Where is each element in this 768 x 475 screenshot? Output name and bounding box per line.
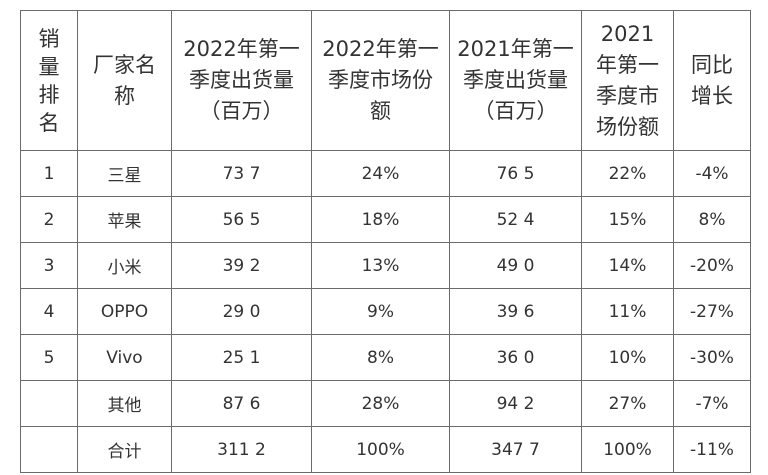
- cell-q1-2021-share: 14%: [581, 242, 674, 289]
- header-q1-2021-share: 2021年第一季度市场份额: [581, 10, 674, 151]
- cell-q1-2022-share: 28%: [311, 380, 450, 427]
- table-row: 3 小米 39 2 13% 49 0 14% -20%: [20, 242, 751, 289]
- cell-yoy-growth: -4%: [673, 150, 751, 197]
- cell-q1-2021-shipments: 347 7: [449, 426, 582, 473]
- cell-vendor: 合计: [77, 426, 172, 473]
- cell-q1-2021-share: 15%: [581, 196, 674, 243]
- cell-rank: [20, 380, 78, 427]
- cell-yoy-growth: -7%: [673, 380, 751, 427]
- cell-q1-2022-share: 24%: [311, 150, 450, 197]
- cell-rank: 3: [20, 242, 78, 289]
- cell-q1-2022-share: 9%: [311, 288, 450, 335]
- cell-yoy-growth: -11%: [673, 426, 751, 473]
- cell-q1-2021-share: 10%: [581, 334, 674, 381]
- cell-vendor: 苹果: [77, 196, 172, 243]
- table-row: 5 Vivo 25 1 8% 36 0 10% -30%: [20, 334, 751, 381]
- cell-yoy-growth: 8%: [673, 196, 751, 243]
- cell-q1-2021-shipments: 76 5: [449, 150, 582, 197]
- table-row: 2 苹果 56 5 18% 52 4 15% 8%: [20, 196, 751, 243]
- cell-q1-2021-share: 11%: [581, 288, 674, 335]
- cell-q1-2022-shipments: 73 7: [171, 150, 312, 197]
- table-row: 1 三星 73 7 24% 76 5 22% -4%: [20, 150, 751, 197]
- cell-rank: [20, 426, 78, 473]
- header-rank: 销量排名: [20, 10, 78, 151]
- shipments-table: 销量排名 厂家名称 2022年第一季度出货量（百万） 2022年第一季度市场份额…: [20, 10, 751, 473]
- cell-q1-2022-shipments: 56 5: [171, 196, 312, 243]
- cell-vendor: OPPO: [77, 288, 172, 335]
- cell-q1-2022-shipments: 311 2: [171, 426, 312, 473]
- header-q1-2022-share: 2022年第一季度市场份额: [311, 10, 450, 151]
- cell-vendor: Vivo: [77, 334, 172, 381]
- cell-vendor: 其他: [77, 380, 172, 427]
- cell-q1-2021-shipments: 52 4: [449, 196, 582, 243]
- header-yoy-growth: 同比增长: [673, 10, 751, 151]
- cell-yoy-growth: -27%: [673, 288, 751, 335]
- header-q1-2022-shipments: 2022年第一季度出货量（百万）: [171, 10, 312, 151]
- header-vendor: 厂家名称: [77, 10, 172, 151]
- cell-q1-2021-shipments: 39 6: [449, 288, 582, 335]
- cell-q1-2022-share: 13%: [311, 242, 450, 289]
- cell-q1-2021-shipments: 49 0: [449, 242, 582, 289]
- cell-yoy-growth: -20%: [673, 242, 751, 289]
- cell-q1-2022-shipments: 29 0: [171, 288, 312, 335]
- cell-rank: 1: [20, 150, 78, 197]
- table-row: 其他 87 6 28% 94 2 27% -7%: [20, 380, 751, 427]
- cell-q1-2022-share: 8%: [311, 334, 450, 381]
- cell-rank: 4: [20, 288, 78, 335]
- cell-q1-2022-shipments: 39 2: [171, 242, 312, 289]
- cell-yoy-growth: -30%: [673, 334, 751, 381]
- cell-q1-2021-shipments: 36 0: [449, 334, 582, 381]
- cell-rank: 5: [20, 334, 78, 381]
- header-q1-2021-shipments: 2021年第一季度出货量（百万）: [449, 10, 582, 151]
- cell-q1-2021-share: 100%: [581, 426, 674, 473]
- cell-vendor: 三星: [77, 150, 172, 197]
- cell-q1-2021-shipments: 94 2: [449, 380, 582, 427]
- cell-rank: 2: [20, 196, 78, 243]
- cell-vendor: 小米: [77, 242, 172, 289]
- table-row: 4 OPPO 29 0 9% 39 6 11% -27%: [20, 288, 751, 335]
- cell-q1-2022-shipments: 25 1: [171, 334, 312, 381]
- cell-q1-2022-share: 18%: [311, 196, 450, 243]
- cell-q1-2021-share: 22%: [581, 150, 674, 197]
- header-row: 销量排名 厂家名称 2022年第一季度出货量（百万） 2022年第一季度市场份额…: [20, 10, 751, 151]
- table-row-total: 合计 311 2 100% 347 7 100% -11%: [20, 426, 751, 473]
- cell-q1-2022-share: 100%: [311, 426, 450, 473]
- cell-q1-2021-share: 27%: [581, 380, 674, 427]
- cell-q1-2022-shipments: 87 6: [171, 380, 312, 427]
